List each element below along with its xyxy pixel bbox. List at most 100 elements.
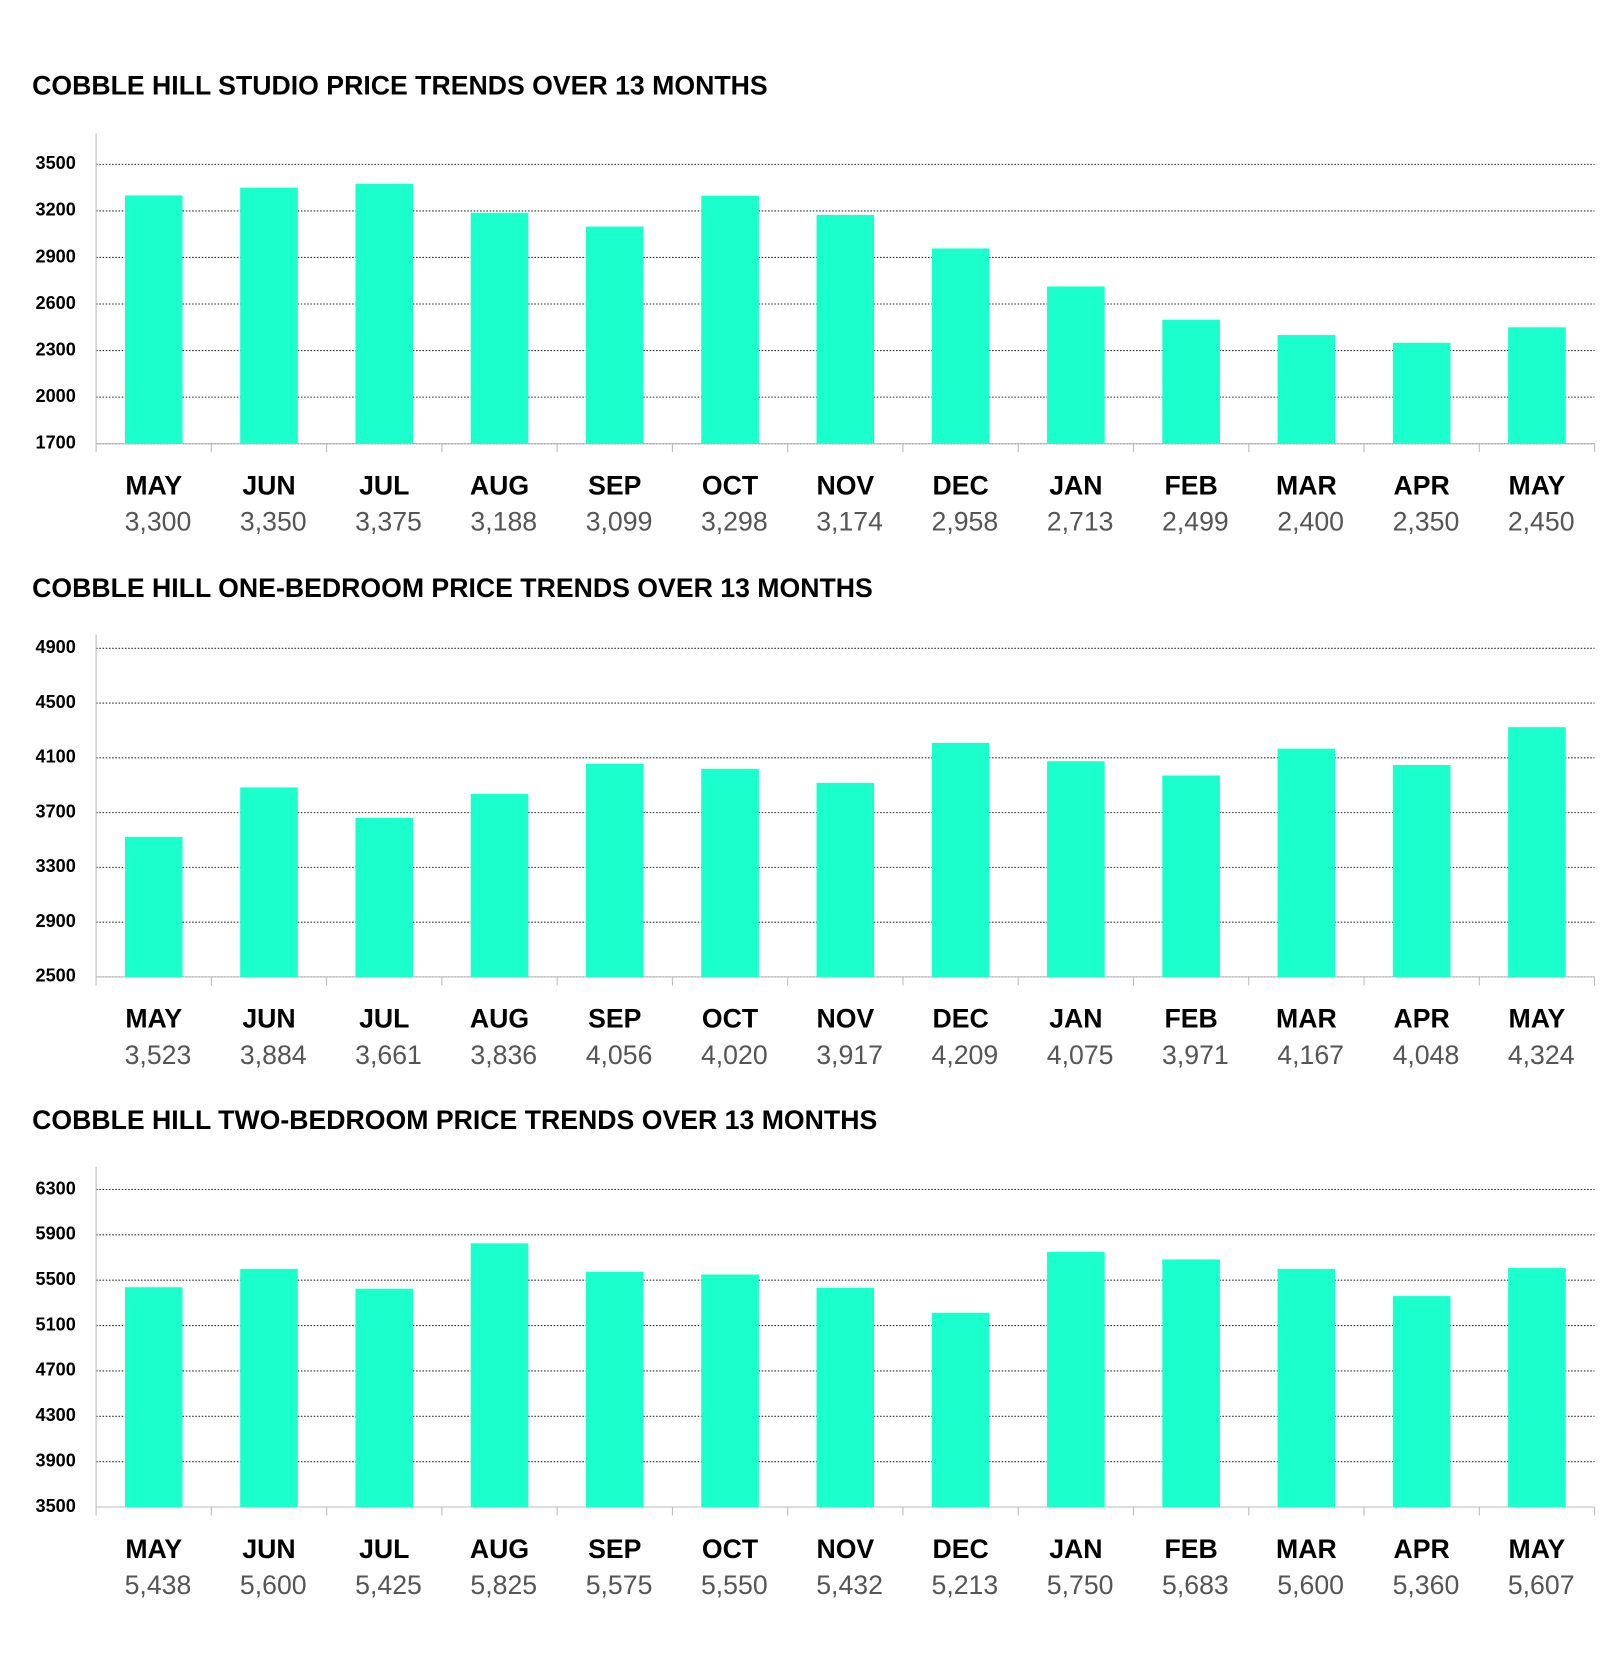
value-label: 2,400 bbox=[1277, 507, 1344, 537]
chart-title: COBBLE HILL STUDIO PRICE TRENDS OVER 13 … bbox=[32, 71, 768, 101]
bar bbox=[1047, 286, 1105, 444]
bar bbox=[355, 1288, 414, 1508]
bar bbox=[1392, 342, 1451, 444]
x-tick-label: MAY bbox=[125, 470, 182, 500]
x-tick-label: FEB bbox=[1164, 470, 1217, 500]
x-tick-label: OCT bbox=[702, 1004, 758, 1034]
bar bbox=[1162, 1259, 1220, 1508]
value-label: 3,174 bbox=[816, 507, 883, 537]
x-tick-label: NOV bbox=[816, 1004, 874, 1034]
value-label: 5,213 bbox=[932, 1570, 999, 1600]
y-tick-label: 2900 bbox=[35, 246, 75, 266]
x-tick-label: NOV bbox=[816, 470, 874, 500]
y-tick-label: 6300 bbox=[35, 1178, 75, 1198]
bar bbox=[701, 768, 759, 977]
x-tick-label: MAR bbox=[1276, 1004, 1337, 1034]
x-tick-label: JUL bbox=[359, 470, 409, 500]
value-label: 5,825 bbox=[470, 1570, 537, 1600]
value-label: 3,661 bbox=[355, 1040, 422, 1070]
value-label: 3,836 bbox=[470, 1040, 537, 1070]
x-tick-label: OCT bbox=[702, 470, 758, 500]
bar bbox=[124, 836, 183, 977]
value-label: 5,425 bbox=[355, 1570, 422, 1600]
x-tick-label: DEC bbox=[932, 470, 988, 500]
value-label: 2,958 bbox=[932, 507, 999, 537]
y-tick-label: 2000 bbox=[35, 386, 75, 406]
x-tick-label: MAY bbox=[1509, 470, 1566, 500]
bar bbox=[931, 742, 990, 977]
value-label: 3,300 bbox=[125, 507, 192, 537]
bar bbox=[470, 1243, 529, 1508]
x-tick-label: MAY bbox=[125, 1004, 182, 1034]
bar bbox=[1392, 1296, 1451, 1508]
value-label: 2,713 bbox=[1047, 507, 1114, 537]
bar bbox=[1508, 727, 1566, 977]
x-tick-label: JUN bbox=[242, 1534, 295, 1564]
x-tick-label: MAR bbox=[1276, 470, 1337, 500]
bar bbox=[1508, 1268, 1566, 1508]
x-tick-label: JUL bbox=[359, 1004, 409, 1034]
value-label: 3,375 bbox=[355, 507, 422, 537]
bar bbox=[240, 1268, 298, 1508]
value-label: 5,600 bbox=[1277, 1570, 1344, 1600]
bar bbox=[585, 1271, 644, 1508]
bar bbox=[355, 817, 414, 977]
value-label: 4,075 bbox=[1047, 1040, 1114, 1070]
x-tick-label: JAN bbox=[1049, 1004, 1102, 1034]
y-tick-label: 1700 bbox=[35, 432, 75, 452]
bar bbox=[1508, 327, 1566, 444]
y-tick-label: 5500 bbox=[35, 1269, 75, 1289]
bar bbox=[470, 793, 529, 977]
value-label: 3,350 bbox=[240, 507, 307, 537]
x-tick-label: AUG bbox=[470, 1004, 529, 1034]
value-label: 5,600 bbox=[240, 1570, 307, 1600]
bar bbox=[931, 248, 990, 444]
y-tick-label: 3300 bbox=[35, 856, 75, 876]
value-label: 3,188 bbox=[470, 507, 537, 537]
value-label: 3,298 bbox=[701, 507, 768, 537]
x-tick-label: MAR bbox=[1276, 1534, 1337, 1564]
bar bbox=[701, 1274, 759, 1508]
x-tick-label: MAY bbox=[125, 1534, 182, 1564]
bar bbox=[1162, 319, 1220, 444]
y-tick-label: 4300 bbox=[35, 1405, 75, 1425]
value-label: 2,499 bbox=[1162, 507, 1229, 537]
x-tick-label: JAN bbox=[1049, 1534, 1102, 1564]
y-tick-label: 3900 bbox=[35, 1450, 75, 1470]
x-tick-label: JUN bbox=[242, 470, 295, 500]
value-label: 3,523 bbox=[125, 1040, 192, 1070]
chart-title: COBBLE HILL TWO-BEDROOM PRICE TRENDS OVE… bbox=[32, 1105, 877, 1135]
y-tick-label: 3500 bbox=[35, 153, 75, 173]
x-tick-label: DEC bbox=[932, 1534, 988, 1564]
y-tick-label: 4100 bbox=[35, 747, 75, 767]
bar bbox=[240, 187, 298, 444]
value-label: 3,971 bbox=[1162, 1040, 1229, 1070]
value-label: 2,450 bbox=[1508, 507, 1575, 537]
y-tick-label: 3700 bbox=[35, 801, 75, 821]
value-label: 4,056 bbox=[586, 1040, 653, 1070]
x-tick-label: SEP bbox=[588, 470, 641, 500]
bar bbox=[470, 212, 529, 444]
y-tick-label: 2600 bbox=[35, 293, 75, 313]
x-tick-label: NOV bbox=[816, 1534, 874, 1564]
bar bbox=[585, 763, 644, 977]
x-tick-label: AUG bbox=[470, 470, 529, 500]
value-label: 4,324 bbox=[1508, 1040, 1575, 1070]
y-tick-label: 5900 bbox=[35, 1224, 75, 1244]
y-tick-label: 3200 bbox=[35, 200, 75, 220]
bar bbox=[124, 195, 183, 444]
y-tick-label: 2500 bbox=[35, 966, 75, 986]
x-tick-label: MAY bbox=[1509, 1004, 1566, 1034]
y-tick-label: 4900 bbox=[35, 637, 75, 657]
x-tick-label: JUN bbox=[242, 1004, 295, 1034]
bar bbox=[1047, 761, 1105, 977]
y-tick-label: 5100 bbox=[35, 1314, 75, 1334]
bar bbox=[1392, 764, 1451, 977]
bar bbox=[816, 782, 875, 977]
x-tick-label: JUL bbox=[359, 1534, 409, 1564]
value-label: 3,917 bbox=[816, 1040, 883, 1070]
value-label: 5,750 bbox=[1047, 1570, 1114, 1600]
value-label: 2,350 bbox=[1393, 507, 1460, 537]
value-label: 3,884 bbox=[240, 1040, 307, 1070]
